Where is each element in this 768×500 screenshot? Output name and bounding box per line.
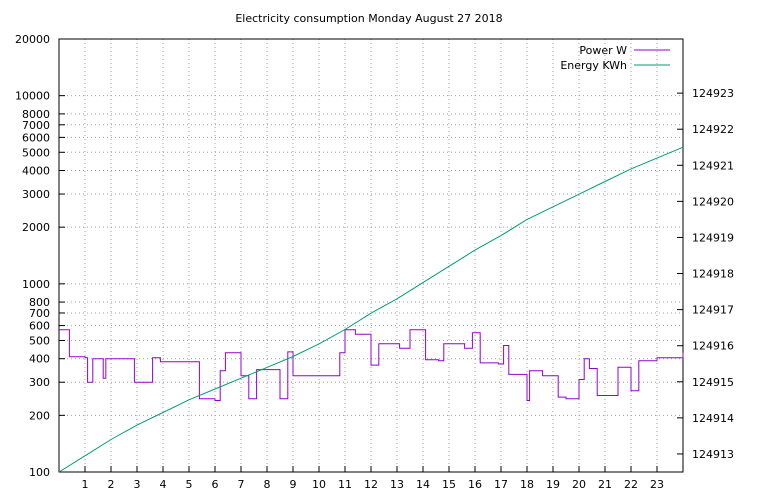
- x-tick-label: 10: [312, 478, 326, 491]
- x-tick-label: 21: [598, 478, 612, 491]
- y-right-tick-label: 124921: [692, 159, 734, 172]
- grid: [59, 38, 683, 473]
- y-axis-right: 124913 124914 124915 124916 124917 124918 1249…: [677, 87, 734, 461]
- x-tick-label: 11: [338, 478, 352, 491]
- y-left-tick-label: 10000: [15, 90, 50, 103]
- y-left-tick-label: 20000: [15, 33, 50, 46]
- y-left-tick-label: 8000: [22, 108, 50, 121]
- x-tick-label: 1: [82, 478, 89, 491]
- y-right-tick-label: 124917: [692, 304, 734, 317]
- y-left-tick-label: 300: [29, 376, 50, 389]
- y-left-tick-label: 6000: [22, 131, 50, 144]
- x-tick-label: 3: [134, 478, 141, 491]
- y-left-tick-label: 1000: [22, 278, 50, 291]
- x-tick-label: 13: [390, 478, 404, 491]
- x-tick-label: 19: [546, 478, 560, 491]
- chart-title: Electricity consumption Monday August 27…: [235, 12, 502, 25]
- x-tick-label: 8: [264, 478, 271, 491]
- y-left-tick-label: 400: [29, 353, 50, 366]
- x-tick-label: 16: [468, 478, 482, 491]
- x-axis: 1 2 3 4 5 6 7 8 9 10 11 12 13 14 15 16 17 18 19 20 21 22 23: [82, 466, 664, 491]
- y-left-tick-label: 100: [29, 466, 50, 479]
- legend: Power W Energy KWh: [560, 44, 670, 72]
- y-left-tick-label: 700: [29, 307, 50, 320]
- y-left-tick-label: 5000: [22, 146, 50, 159]
- y-left-tick-label: 7000: [22, 119, 50, 132]
- y-right-tick-label: 124918: [692, 268, 734, 281]
- y-right-tick-label: 124913: [692, 448, 734, 461]
- x-tick-label: 17: [494, 478, 508, 491]
- legend-label: Energy KWh: [560, 59, 627, 72]
- y-right-tick-label: 124914: [692, 412, 734, 425]
- y-left-tick-label: 4000: [22, 165, 50, 178]
- x-tick-label: 23: [650, 478, 664, 491]
- legend-label: Power W: [579, 44, 627, 57]
- x-tick-label: 4: [160, 478, 167, 491]
- y-left-tick-label: 800: [29, 296, 50, 309]
- x-tick-label: 20: [572, 478, 586, 491]
- x-tick-label: 12: [364, 478, 378, 491]
- x-tick-label: 14: [416, 478, 430, 491]
- x-tick-label: 7: [238, 478, 245, 491]
- x-tick-label: 9: [290, 478, 297, 491]
- x-tick-label: 18: [520, 478, 534, 491]
- y-right-tick-label: 124923: [692, 87, 734, 100]
- y-right-tick-label: 124919: [692, 231, 734, 244]
- y-right-tick-label: 124920: [692, 195, 734, 208]
- y-right-tick-label: 124916: [692, 340, 734, 353]
- x-tick-label: 22: [624, 478, 638, 491]
- y-left-tick-label: 2000: [22, 221, 50, 234]
- x-tick-label: 15: [442, 478, 456, 491]
- x-tick-label: 2: [108, 478, 115, 491]
- y-right-tick-label: 124915: [692, 376, 734, 389]
- y-left-tick-label: 600: [29, 320, 50, 333]
- series-line-energy-kwh: [58, 146, 684, 473]
- x-tick-label: 5: [186, 478, 193, 491]
- y-left-tick-label: 200: [29, 409, 50, 422]
- series-layer: [58, 146, 684, 473]
- y-left-tick-label: 3000: [22, 188, 50, 201]
- series-line-power-w: [59, 329, 684, 401]
- y-right-tick-label: 124922: [692, 123, 734, 136]
- y-left-tick-label: 500: [29, 334, 50, 347]
- x-tick-label: 6: [212, 478, 219, 491]
